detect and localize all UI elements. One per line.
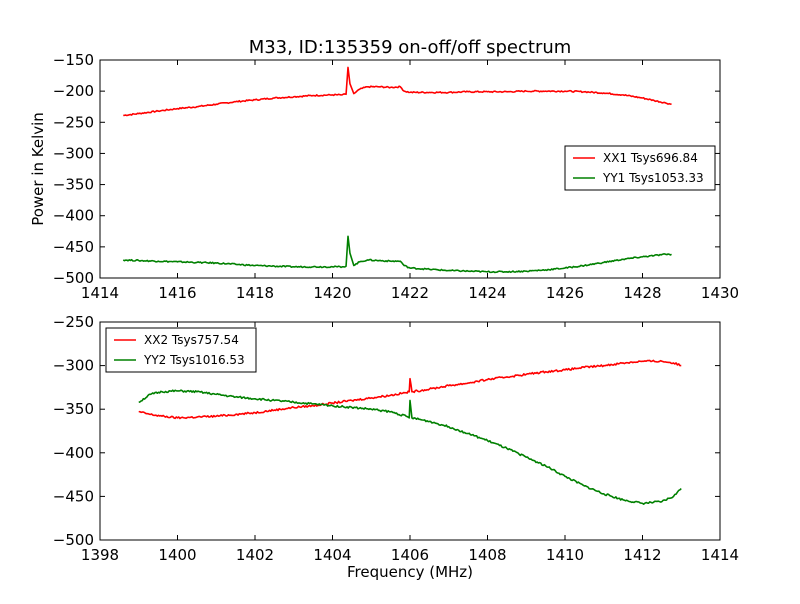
series-line-1-1 [123, 66, 672, 117]
legend-box [105, 327, 257, 373]
y-tick-label: −500 [53, 269, 94, 287]
legend-entry-label: YY2 Tsys1016.53 [143, 353, 245, 367]
x-tick-label: 1402 [236, 546, 274, 564]
x-tick-label: 1414 [81, 284, 119, 302]
x-tick-label: 1412 [623, 546, 661, 564]
x-tick-label: 1428 [623, 284, 661, 302]
x-tick-label: 1422 [391, 284, 429, 302]
y-tick-label: −300 [53, 144, 94, 162]
legend-entry-label: XX2 Tsys757.54 [144, 333, 239, 347]
y-tick-label: −250 [53, 313, 94, 331]
y-tick-label: −150 [53, 51, 94, 69]
y-tick-label: −400 [53, 207, 94, 225]
legend-entry-label: YY1 Tsys1053.33 [602, 171, 704, 185]
y-tick-label: −450 [53, 238, 94, 256]
legend-entry-label: XX1 Tsys696.84 [603, 151, 698, 165]
x-axis-label: Frequency (MHz) [347, 563, 473, 581]
legend-box [564, 145, 716, 191]
figure-title: M33, ID:135359 on-off/off spectrum [249, 37, 572, 58]
x-tick-label: 1430 [701, 284, 739, 302]
y-tick-label: −350 [53, 400, 94, 418]
x-tick-label: 1418 [236, 284, 274, 302]
x-tick-label: 1400 [158, 546, 196, 564]
y-tick-label: −200 [53, 82, 94, 100]
series-line-2-2 [138, 389, 682, 505]
chart-panel-2: 1398 1400 1402 1404 1406 1408 1410 1412 1414 −500… [53, 313, 739, 581]
y-tick-label: −450 [53, 487, 94, 505]
x-tick-label: 1424 [468, 284, 506, 302]
y-tick-label: −500 [53, 531, 94, 549]
x-tick-label: 1420 [313, 284, 351, 302]
y-axis-label: Power in Kelvin [29, 112, 47, 226]
y-tick-label: −250 [53, 113, 94, 131]
x-tick-label: 1398 [81, 546, 119, 564]
y-tick-label: −300 [53, 357, 94, 375]
x-tick-label: 1426 [546, 284, 584, 302]
x-tick-label: 1404 [313, 546, 351, 564]
legend-2: XX2 Tsys757.54 YY2 Tsys1016.53 [105, 327, 257, 373]
x-tick-label: 1414 [701, 546, 739, 564]
x-tick-label: 1410 [546, 546, 584, 564]
chart-panel-1: 1414 1416 1418 1420 1422 1424 1426 1428 1430 −500… [29, 51, 739, 302]
x-tick-label: 1416 [158, 284, 196, 302]
y-tick-label: −400 [53, 444, 94, 462]
x-tick-label: 1406 [391, 546, 429, 564]
legend-1: XX1 Tsys696.84 YY1 Tsys1053.33 [564, 145, 716, 191]
series-line-1-2 [122, 235, 672, 274]
series-line-2-1 [138, 359, 682, 420]
y-tick-label: −350 [53, 176, 94, 194]
x-tick-label: 1408 [468, 546, 506, 564]
